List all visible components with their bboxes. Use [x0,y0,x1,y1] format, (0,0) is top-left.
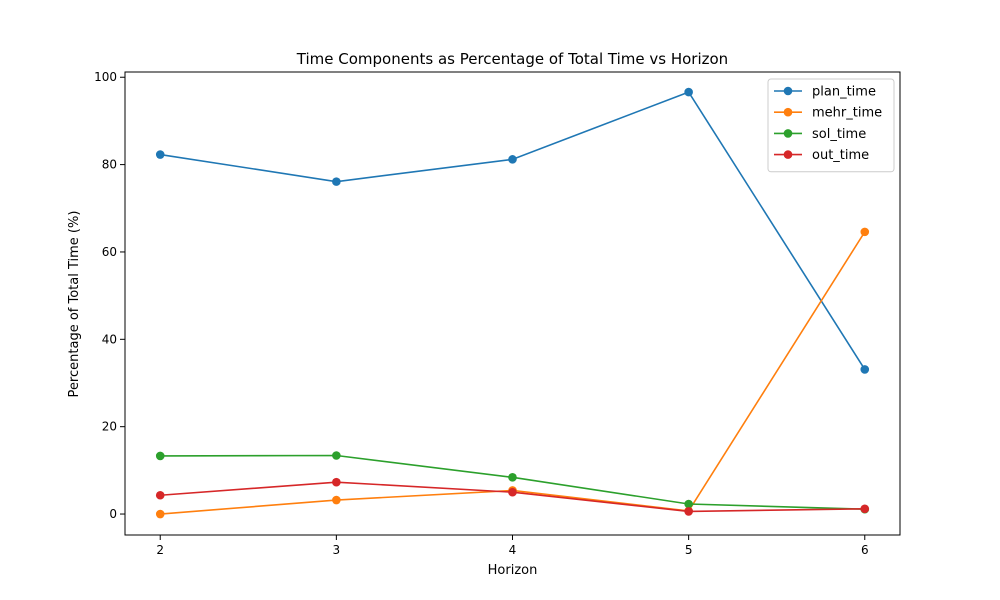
data-point-mehr-time [332,495,341,505]
y-tick-label: 0 [109,507,117,521]
data-point-plan-time [155,150,165,159]
y-tick-label: 80 [102,158,117,172]
legend: plan_time mehr_time sol_time out_time [767,78,895,173]
chart-title: Time Components as Percentage of Total T… [296,50,728,68]
x-tick-label: 6 [861,543,869,557]
data-point-plan-time [332,177,341,186]
data-point-sol-time [508,473,517,482]
data-point-out-time [155,490,165,500]
data-point-sol-time [155,451,165,461]
legend-marker [783,129,793,138]
legend-label: out_time [812,148,869,163]
y-tick-label: 20 [102,420,117,434]
x-tick-label: 2 [156,543,164,557]
data-point-sol-time [684,499,693,509]
legend-label: plan_time [812,85,876,100]
data-point-plan-time [860,365,870,374]
data-point-out-time [508,487,517,497]
data-point-out-time [684,507,693,516]
data-point-mehr-time [860,227,870,237]
data-point-sol-time [332,451,341,460]
x-tick-label: 4 [509,543,517,557]
data-point-plan-time [508,155,517,164]
x-axis-label: Horizon [488,563,538,578]
legend-marker [783,86,793,96]
data-point-out-time [332,477,341,487]
legend-marker [783,150,793,159]
legend-marker [783,107,793,117]
legend-box [767,78,895,173]
data-point-out-time [860,504,870,514]
y-tick-label: 100 [94,70,117,84]
legend-label: mehr_time [812,106,882,121]
data-point-plan-time [684,87,693,97]
y-axis-label: Percentage of Total Time (%) [67,211,82,398]
legend-label: sol_time [812,127,866,142]
y-tick-label: 40 [102,332,117,346]
x-tick-label: 3 [333,543,341,557]
x-tick-label: 5 [685,543,693,557]
data-point-mehr-time [155,509,165,519]
y-tick-label: 60 [102,245,117,259]
